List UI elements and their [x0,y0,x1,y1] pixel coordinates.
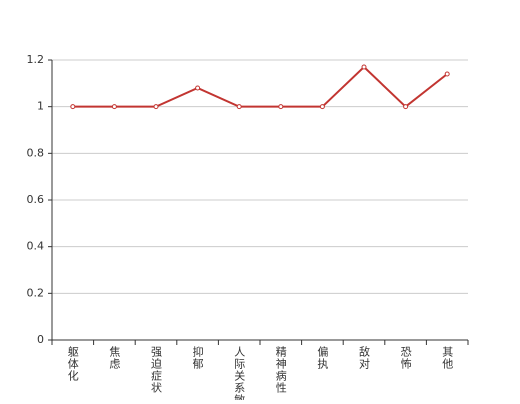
x-tick-label: 人际关系敏感 [233,346,246,400]
point [278,104,284,110]
point [444,71,450,77]
point [403,104,409,110]
x-tick-label: 恐怖 [399,346,412,370]
x-tick-label: 精神病性 [274,346,287,394]
x-tick-label: 躯体化 [66,346,79,382]
point [195,85,201,91]
point [236,104,242,110]
x-tick-label: 其他 [441,346,454,370]
x-tick-label: 抑郁 [191,345,204,370]
y-tick-label: 0.8 [27,146,45,159]
point [70,104,76,110]
point [361,64,367,70]
y-tick-label: 0.2 [27,286,45,299]
x-tick-label: 强迫症状 [150,346,163,394]
line [72,65,448,108]
y-tick-label: 1.2 [27,53,45,66]
y-tick-label: 1 [37,100,44,113]
x-tick-label: 焦虑 [108,346,121,370]
point [153,104,159,110]
x-tick-label: 偏执 [316,345,329,370]
y-tick-label: 0 [37,333,44,346]
point [319,104,325,110]
y-tick-label: 0.6 [27,193,45,206]
point [111,104,117,110]
y-tick-label: 0.4 [27,240,45,253]
x-tick-label: 敌对 [358,345,371,370]
